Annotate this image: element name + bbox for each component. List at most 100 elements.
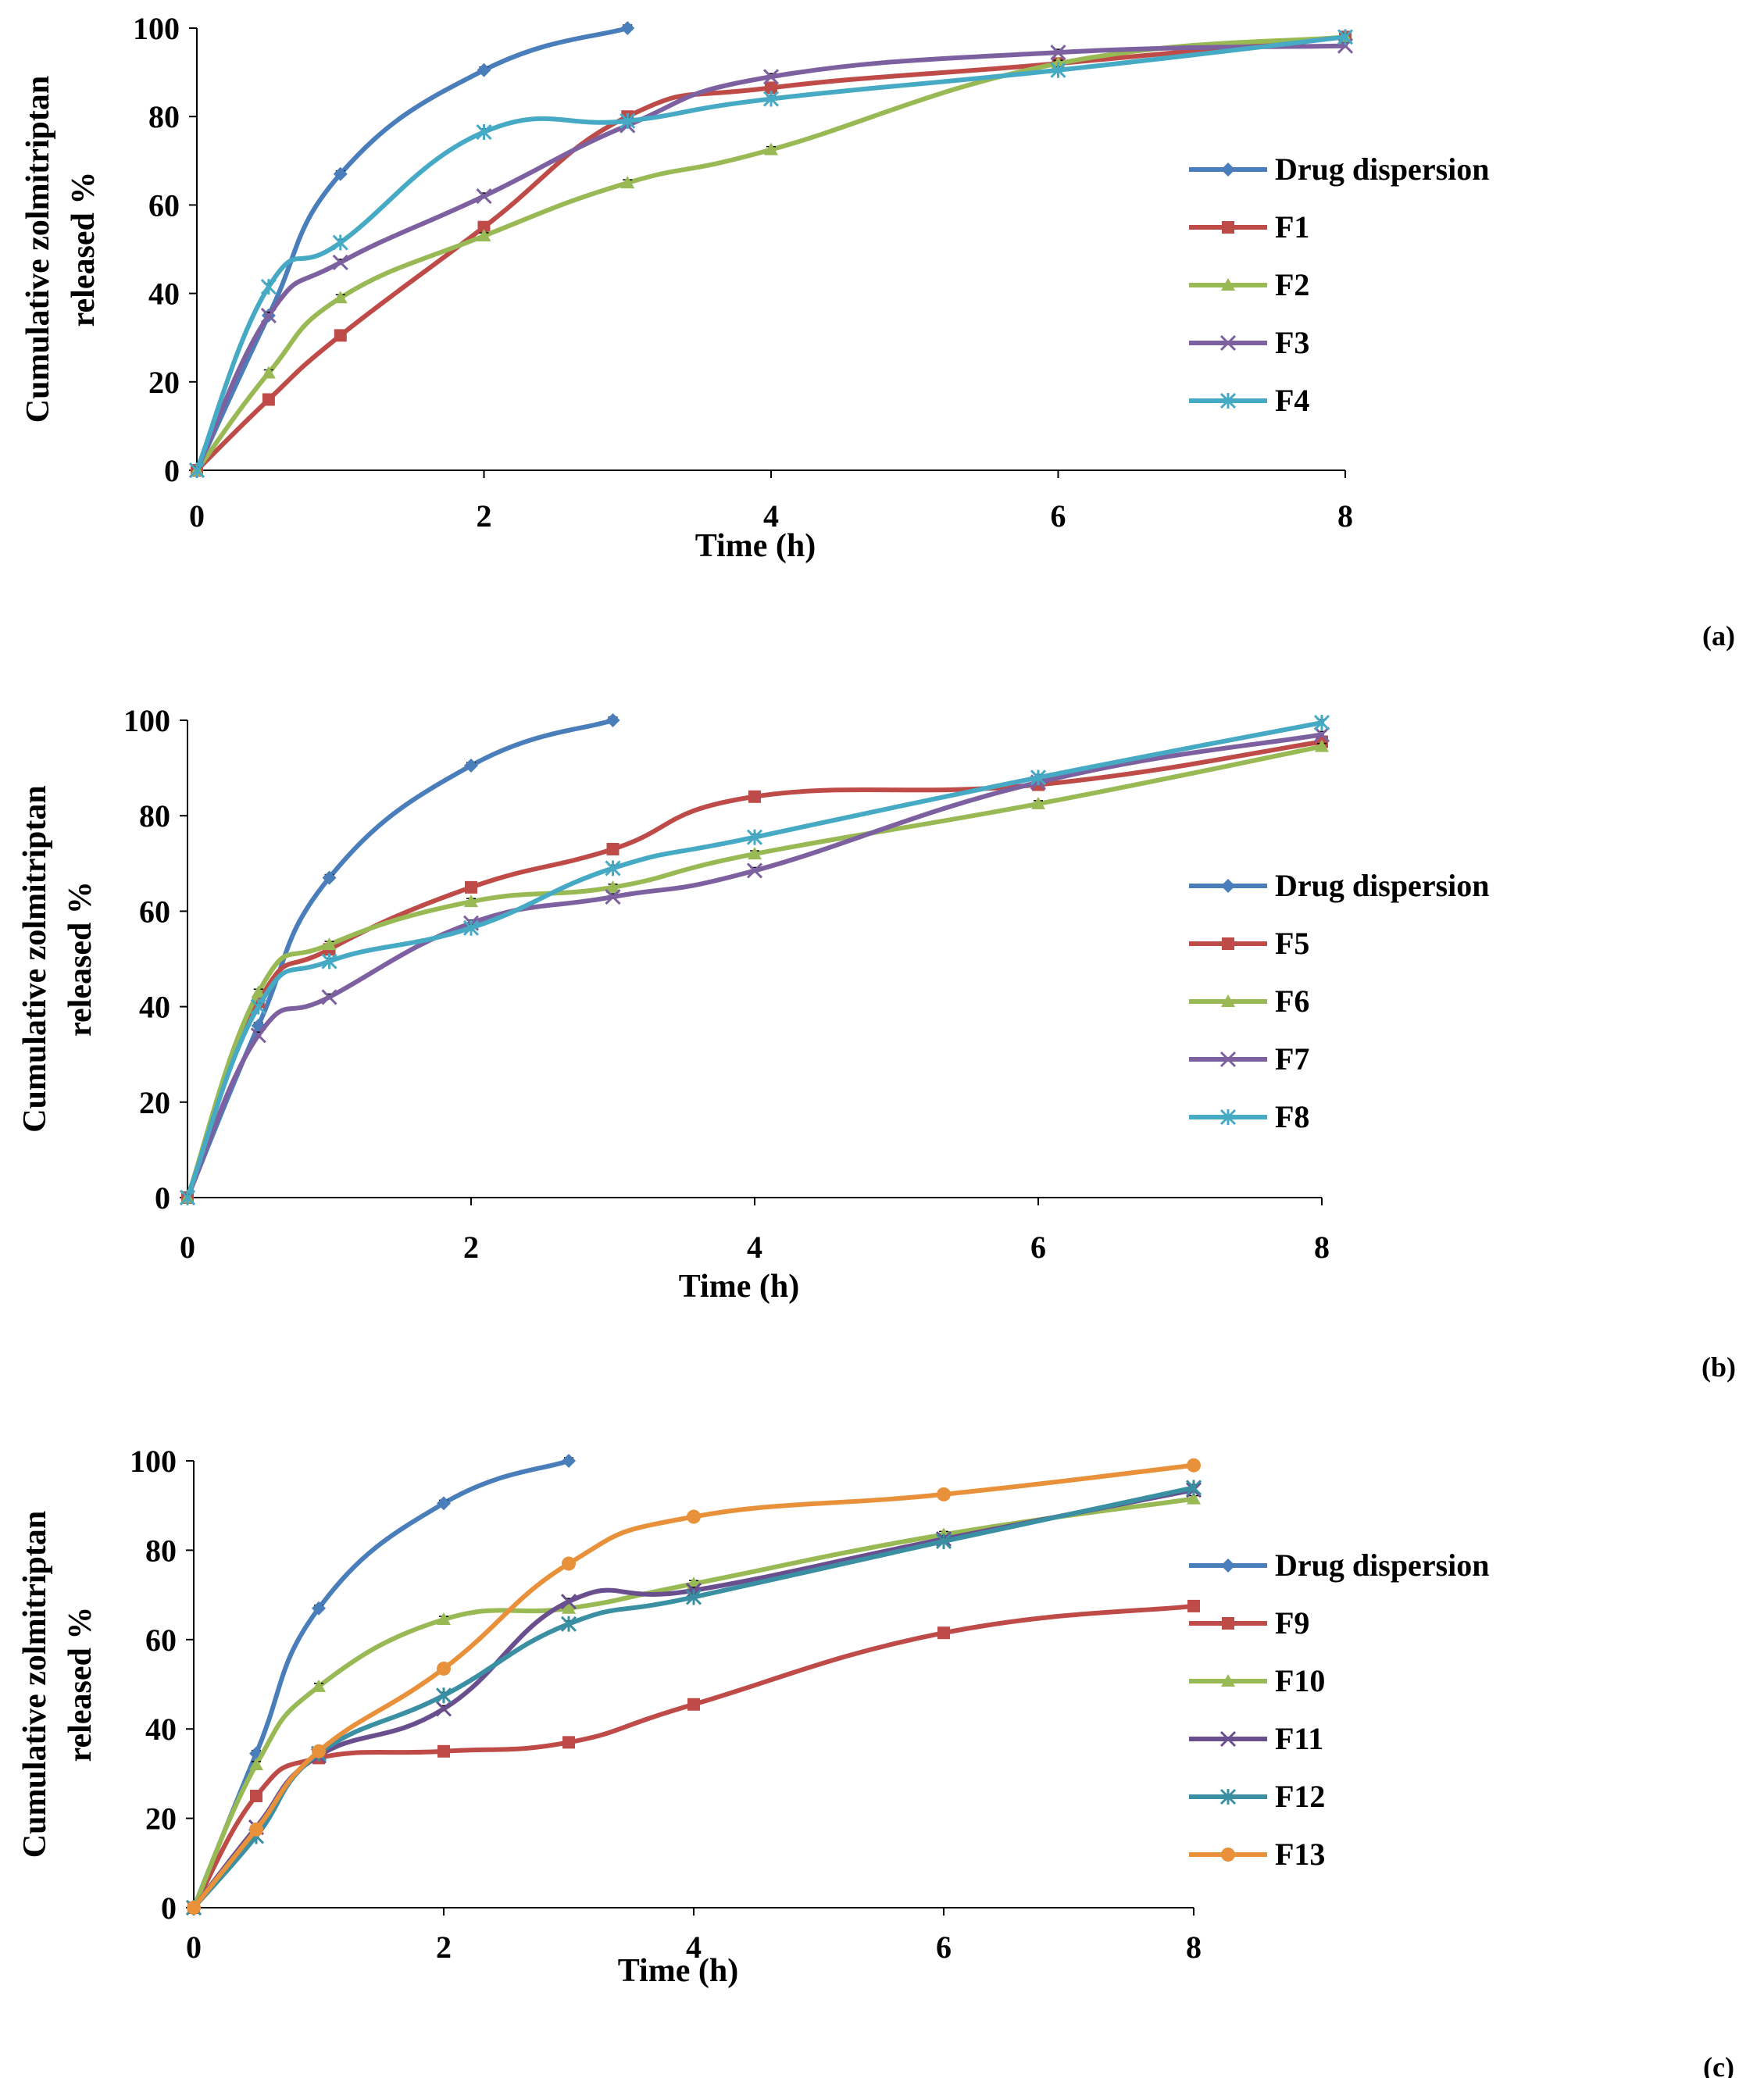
legend-label: F8 xyxy=(1275,1099,1309,1134)
legend-label: Drug dispersion xyxy=(1275,1548,1490,1583)
data-point xyxy=(937,1487,951,1501)
x-tick-label: 2 xyxy=(463,1230,479,1265)
legend-entry: F9 xyxy=(1189,1605,1309,1641)
data-point xyxy=(476,123,492,141)
series-line xyxy=(195,43,1348,473)
y-axis-title-line2: released % xyxy=(66,172,102,327)
x-tick-label: 0 xyxy=(180,1230,195,1265)
data-point xyxy=(1050,62,1066,78)
data-point xyxy=(462,919,480,936)
data-point xyxy=(762,69,780,85)
y-tick-label: 100 xyxy=(133,11,180,46)
legend-entry: Drug dispersion xyxy=(1189,152,1490,187)
legend-label: Drug dispersion xyxy=(1275,152,1490,187)
data-point xyxy=(321,953,337,969)
y-tick-label: 80 xyxy=(139,798,170,834)
legend-entry: F5 xyxy=(1189,926,1309,961)
x-tick-label: 0 xyxy=(189,498,205,534)
y-axis-title: Cumulative zolmitriptan xyxy=(17,1511,53,1858)
series-line xyxy=(185,739,1324,1200)
data-point xyxy=(332,234,348,251)
legend-marker xyxy=(1221,1674,1235,1687)
data-point xyxy=(687,1698,700,1711)
data-point xyxy=(249,1757,263,1770)
data-point xyxy=(1187,1599,1200,1612)
x-tick-label: 6 xyxy=(936,1930,952,1965)
legend-label: F9 xyxy=(1275,1605,1309,1641)
legend-entry: F6 xyxy=(1189,984,1309,1019)
data-point xyxy=(562,1736,575,1749)
data-point xyxy=(250,1790,262,1802)
y-axis-title-line2: released % xyxy=(62,1607,98,1762)
series-line xyxy=(191,1462,1196,1910)
chart-panel-2: 0 20 40 60 80 100 0 2 4 6 8 Time (h) Cumulative zolm… xyxy=(17,703,1736,1383)
legend-entry: F11 xyxy=(1189,1721,1323,1756)
chart-panel-3: 0 20 40 60 80 100 0 2 4 6 8 Time (h) Cumulative zolm… xyxy=(17,1444,1734,2078)
series-f6 xyxy=(180,739,1329,1203)
legend-entry: F8 xyxy=(1189,1099,1309,1134)
legend-label: F1 xyxy=(1275,209,1309,245)
y-axis-title: Cumulative zolmitriptan xyxy=(17,785,53,1132)
x-tick-label: 6 xyxy=(1051,498,1066,534)
data-point xyxy=(560,1616,577,1632)
data-point xyxy=(1187,1491,1201,1505)
y-tick-label: 60 xyxy=(148,187,180,223)
legend-entry: F12 xyxy=(1189,1779,1325,1814)
data-point xyxy=(1187,1458,1201,1473)
data-point xyxy=(1185,1480,1202,1496)
data-point xyxy=(477,229,491,242)
legend-marker xyxy=(1222,1617,1234,1630)
legend-marker xyxy=(1221,162,1235,177)
data-point xyxy=(464,759,478,773)
legend-label: F7 xyxy=(1275,1041,1309,1076)
data-point xyxy=(935,1533,952,1550)
data-point xyxy=(620,176,635,189)
data-point xyxy=(312,1601,326,1616)
data-point xyxy=(312,1679,326,1692)
x-axis-title: Time (h) xyxy=(679,1269,799,1305)
legend-entry: F4 xyxy=(1189,383,1309,418)
y-tick-label: 80 xyxy=(148,99,180,134)
data-point xyxy=(1313,714,1330,731)
y-tick-label: 100 xyxy=(130,1444,177,1479)
data-point xyxy=(1050,45,1066,61)
legend-marker xyxy=(1221,1558,1235,1573)
legend-marker xyxy=(1219,1051,1237,1068)
y-axis-title: Cumulative zolmitriptan xyxy=(20,76,56,423)
legend-marker xyxy=(1219,392,1237,409)
series-line xyxy=(185,744,1324,1200)
legend-entry: Drug dispersion xyxy=(1189,1548,1490,1583)
series-line xyxy=(191,1485,1196,1910)
y-tick-label: 0 xyxy=(164,453,180,488)
y-tick-label: 40 xyxy=(139,990,170,1025)
data-point xyxy=(685,1589,702,1605)
data-point xyxy=(746,862,763,879)
legend-label: F5 xyxy=(1275,926,1309,961)
x-tick-label: 4 xyxy=(747,1230,762,1265)
data-point xyxy=(765,81,777,95)
data-point xyxy=(1030,769,1047,786)
legend-marker xyxy=(1219,1730,1237,1748)
data-point xyxy=(477,220,491,234)
data-point xyxy=(437,1661,451,1676)
data-point xyxy=(1337,29,1354,45)
x-tick-label: 0 xyxy=(186,1930,202,1965)
data-point xyxy=(332,254,348,271)
x-tick-label: 2 xyxy=(477,498,492,534)
data-point xyxy=(437,1496,451,1511)
series-line xyxy=(191,1603,1196,1910)
data-point xyxy=(435,1687,452,1704)
data-point xyxy=(321,989,337,1005)
data-point xyxy=(605,713,620,727)
series-f12 xyxy=(185,1480,1202,1916)
data-point xyxy=(477,62,491,77)
data-point xyxy=(746,829,763,845)
data-point xyxy=(762,91,780,107)
series-line xyxy=(185,732,1324,1200)
series-f13 xyxy=(187,1458,1201,1915)
x-tick-label: 4 xyxy=(763,498,779,534)
data-point xyxy=(262,393,275,406)
data-point xyxy=(620,112,636,129)
data-point xyxy=(620,21,635,35)
